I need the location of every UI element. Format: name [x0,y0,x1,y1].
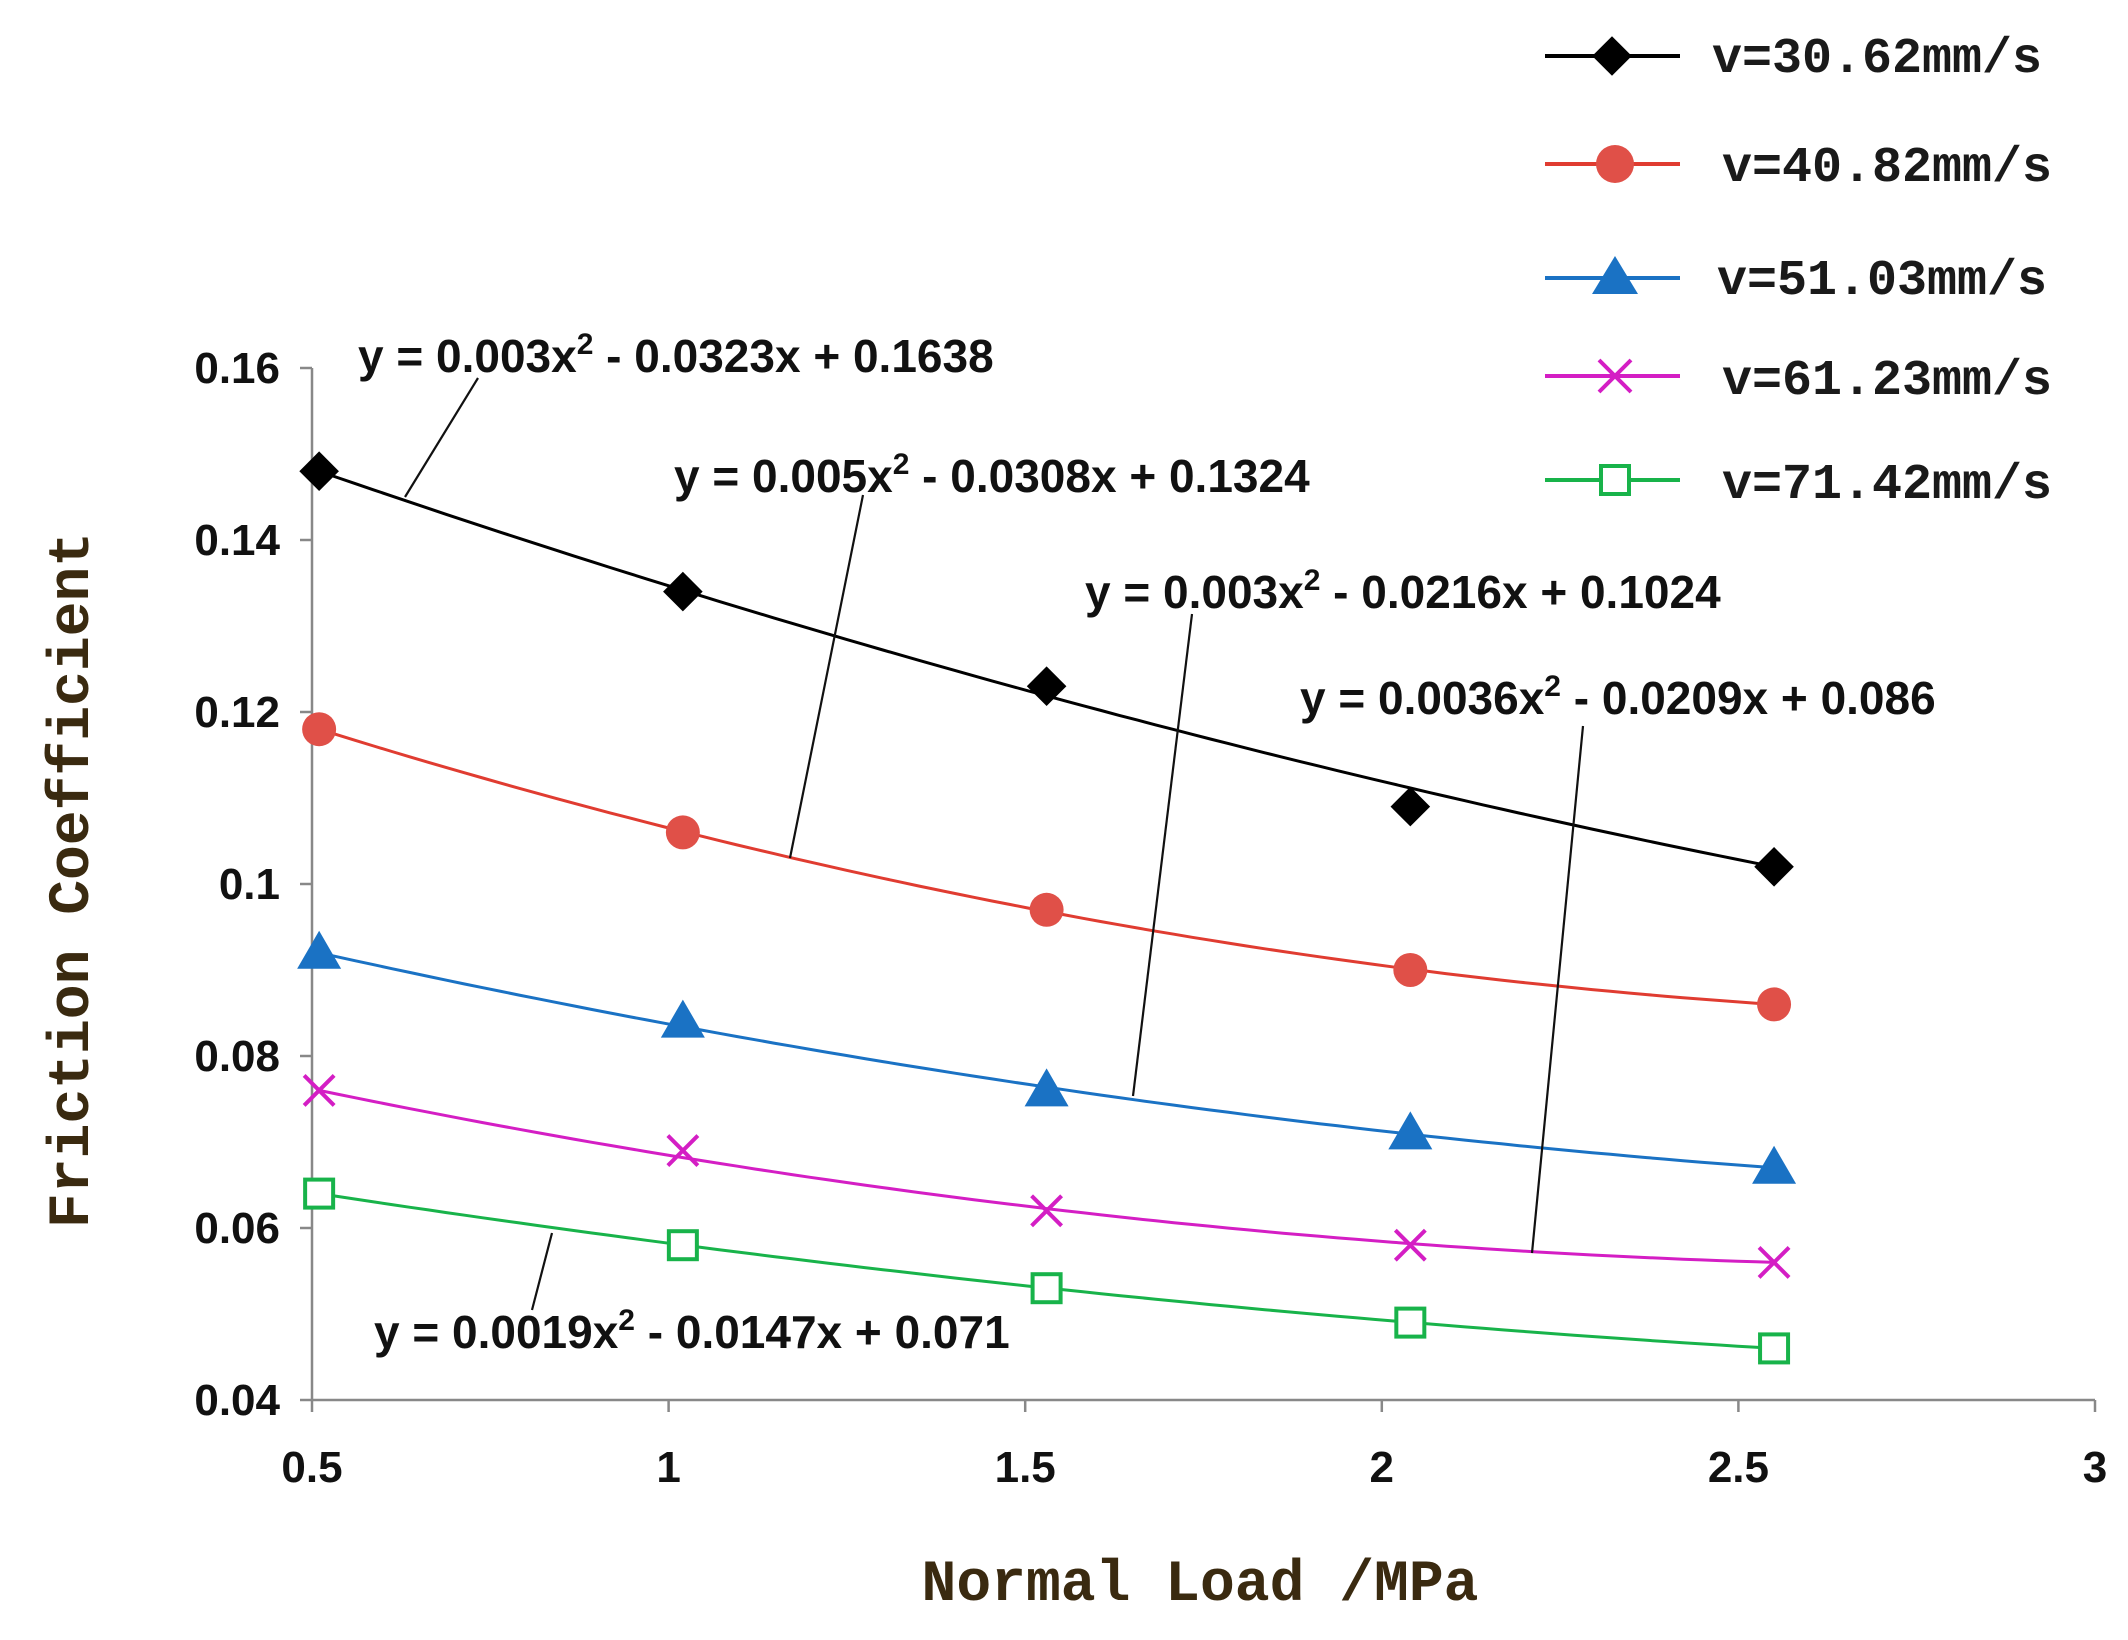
data-point-series-3 [660,999,705,1038]
equation-leader-4 [1530,725,1585,1254]
y-axis-title: Friction Coefficient [41,532,106,1228]
x-axis-title: Normal Load /MPa [922,1553,1479,1618]
equation-leaders [404,377,1585,1311]
x-tick-label: 2 [1370,1443,1394,1492]
data-point-series-4 [666,1134,700,1168]
equation-leader-1 [404,377,479,498]
axis-ticks [300,366,2097,1412]
x-tick-label: 1.5 [995,1443,1056,1492]
data-point-series-4 [302,1073,336,1107]
legend-label-2: v=40.82mm/s [1722,140,2052,197]
y-tick-label: 0.16 [194,344,280,393]
legend-item-4: v=61.23mm/s [1545,353,2052,410]
data-point-series-5 [1758,1332,1791,1365]
legend-square-icon [1599,464,1631,496]
legend-circle-icon [1596,145,1634,183]
y-tick-label: 0.14 [194,516,280,565]
series-curve-2 [318,727,1775,1006]
data-markers [297,451,1797,1365]
y-tick-label: 0.1 [219,860,280,909]
legend: v=30.62mm/s v=40.82mm/s v=51.03mm/s v=61… [1545,31,2052,514]
data-point-series-5 [1030,1272,1063,1305]
legend-label-4: v=61.23mm/s [1722,353,2052,410]
equation-label-2: y = 0.005x2 - 0.0308x + 0.1324 [674,448,1310,502]
fit-equations: y = 0.003x2 - 0.0323x + 0.1638 y = 0.005… [358,328,1936,1358]
data-point-series-4 [1757,1245,1791,1279]
equation-label-5: y = 0.0019x2 - 0.0147x + 0.071 [374,1304,1010,1358]
equation-label-1: y = 0.003x2 - 0.0323x + 0.1638 [358,328,994,382]
legend-item-1: v=30.62mm/s [1545,31,2042,88]
legend-item-3: v=51.03mm/s [1545,253,2047,310]
legend-item-5: v=71.42mm/s [1545,457,2052,514]
y-tick-label: 0.06 [194,1204,280,1253]
series-curve-4 [318,1088,1775,1264]
data-point-series-4 [1030,1194,1064,1228]
data-point-series-1 [299,451,339,491]
y-tick-label: 0.08 [194,1032,280,1081]
axis-tick-labels: 0.04 0.06 0.08 0.1 0.12 0.14 0.16 0.5 1 1.5 2 2.5 3 [194,344,2107,1492]
legend-x-icon [1597,358,1633,394]
x-tick-label: 0.5 [281,1443,342,1492]
data-point-series-5 [303,1177,336,1210]
data-point-series-5 [666,1229,699,1262]
data-point-series-3 [1388,1111,1433,1150]
data-point-series-1 [1026,666,1067,706]
data-point-series-3 [1752,1145,1797,1184]
data-point-series-3 [1024,1068,1069,1107]
data-point-series-1 [1754,847,1794,887]
legend-diamond-icon [1592,36,1632,76]
data-point-series-4 [1393,1228,1427,1262]
data-point-series-5 [1394,1306,1427,1339]
data-point-series-1 [1390,786,1431,827]
x-tick-label: 3 [2083,1443,2107,1492]
x-tick-label: 2.5 [1708,1443,1769,1492]
equation-leader-5 [530,1232,554,1311]
x-tick-label: 1 [656,1443,680,1492]
data-point-series-3 [297,930,342,969]
legend-item-2: v=40.82mm/s [1545,140,2052,197]
y-tick-label: 0.12 [194,688,280,737]
equation-label-4: y = 0.0036x2 - 0.0209x + 0.086 [1300,670,1936,724]
legend-triangle-icon [1592,256,1638,294]
data-point-series-1 [663,571,703,612]
data-point-series-2 [302,712,337,747]
data-point-series-2 [1393,953,1428,987]
y-tick-label: 0.04 [194,1376,280,1425]
equation-leader-3 [1131,613,1194,1097]
data-point-series-2 [1757,987,1792,1022]
data-point-series-2 [1029,892,1064,927]
legend-label-5: v=71.42mm/s [1722,457,2052,514]
legend-label-3: v=51.03mm/s [1717,253,2047,310]
data-point-series-2 [665,815,700,850]
legend-label-1: v=30.62mm/s [1712,31,2042,88]
equation-leader-2 [788,494,865,859]
equation-label-3: y = 0.003x2 - 0.0216x + 0.1024 [1085,564,1721,618]
